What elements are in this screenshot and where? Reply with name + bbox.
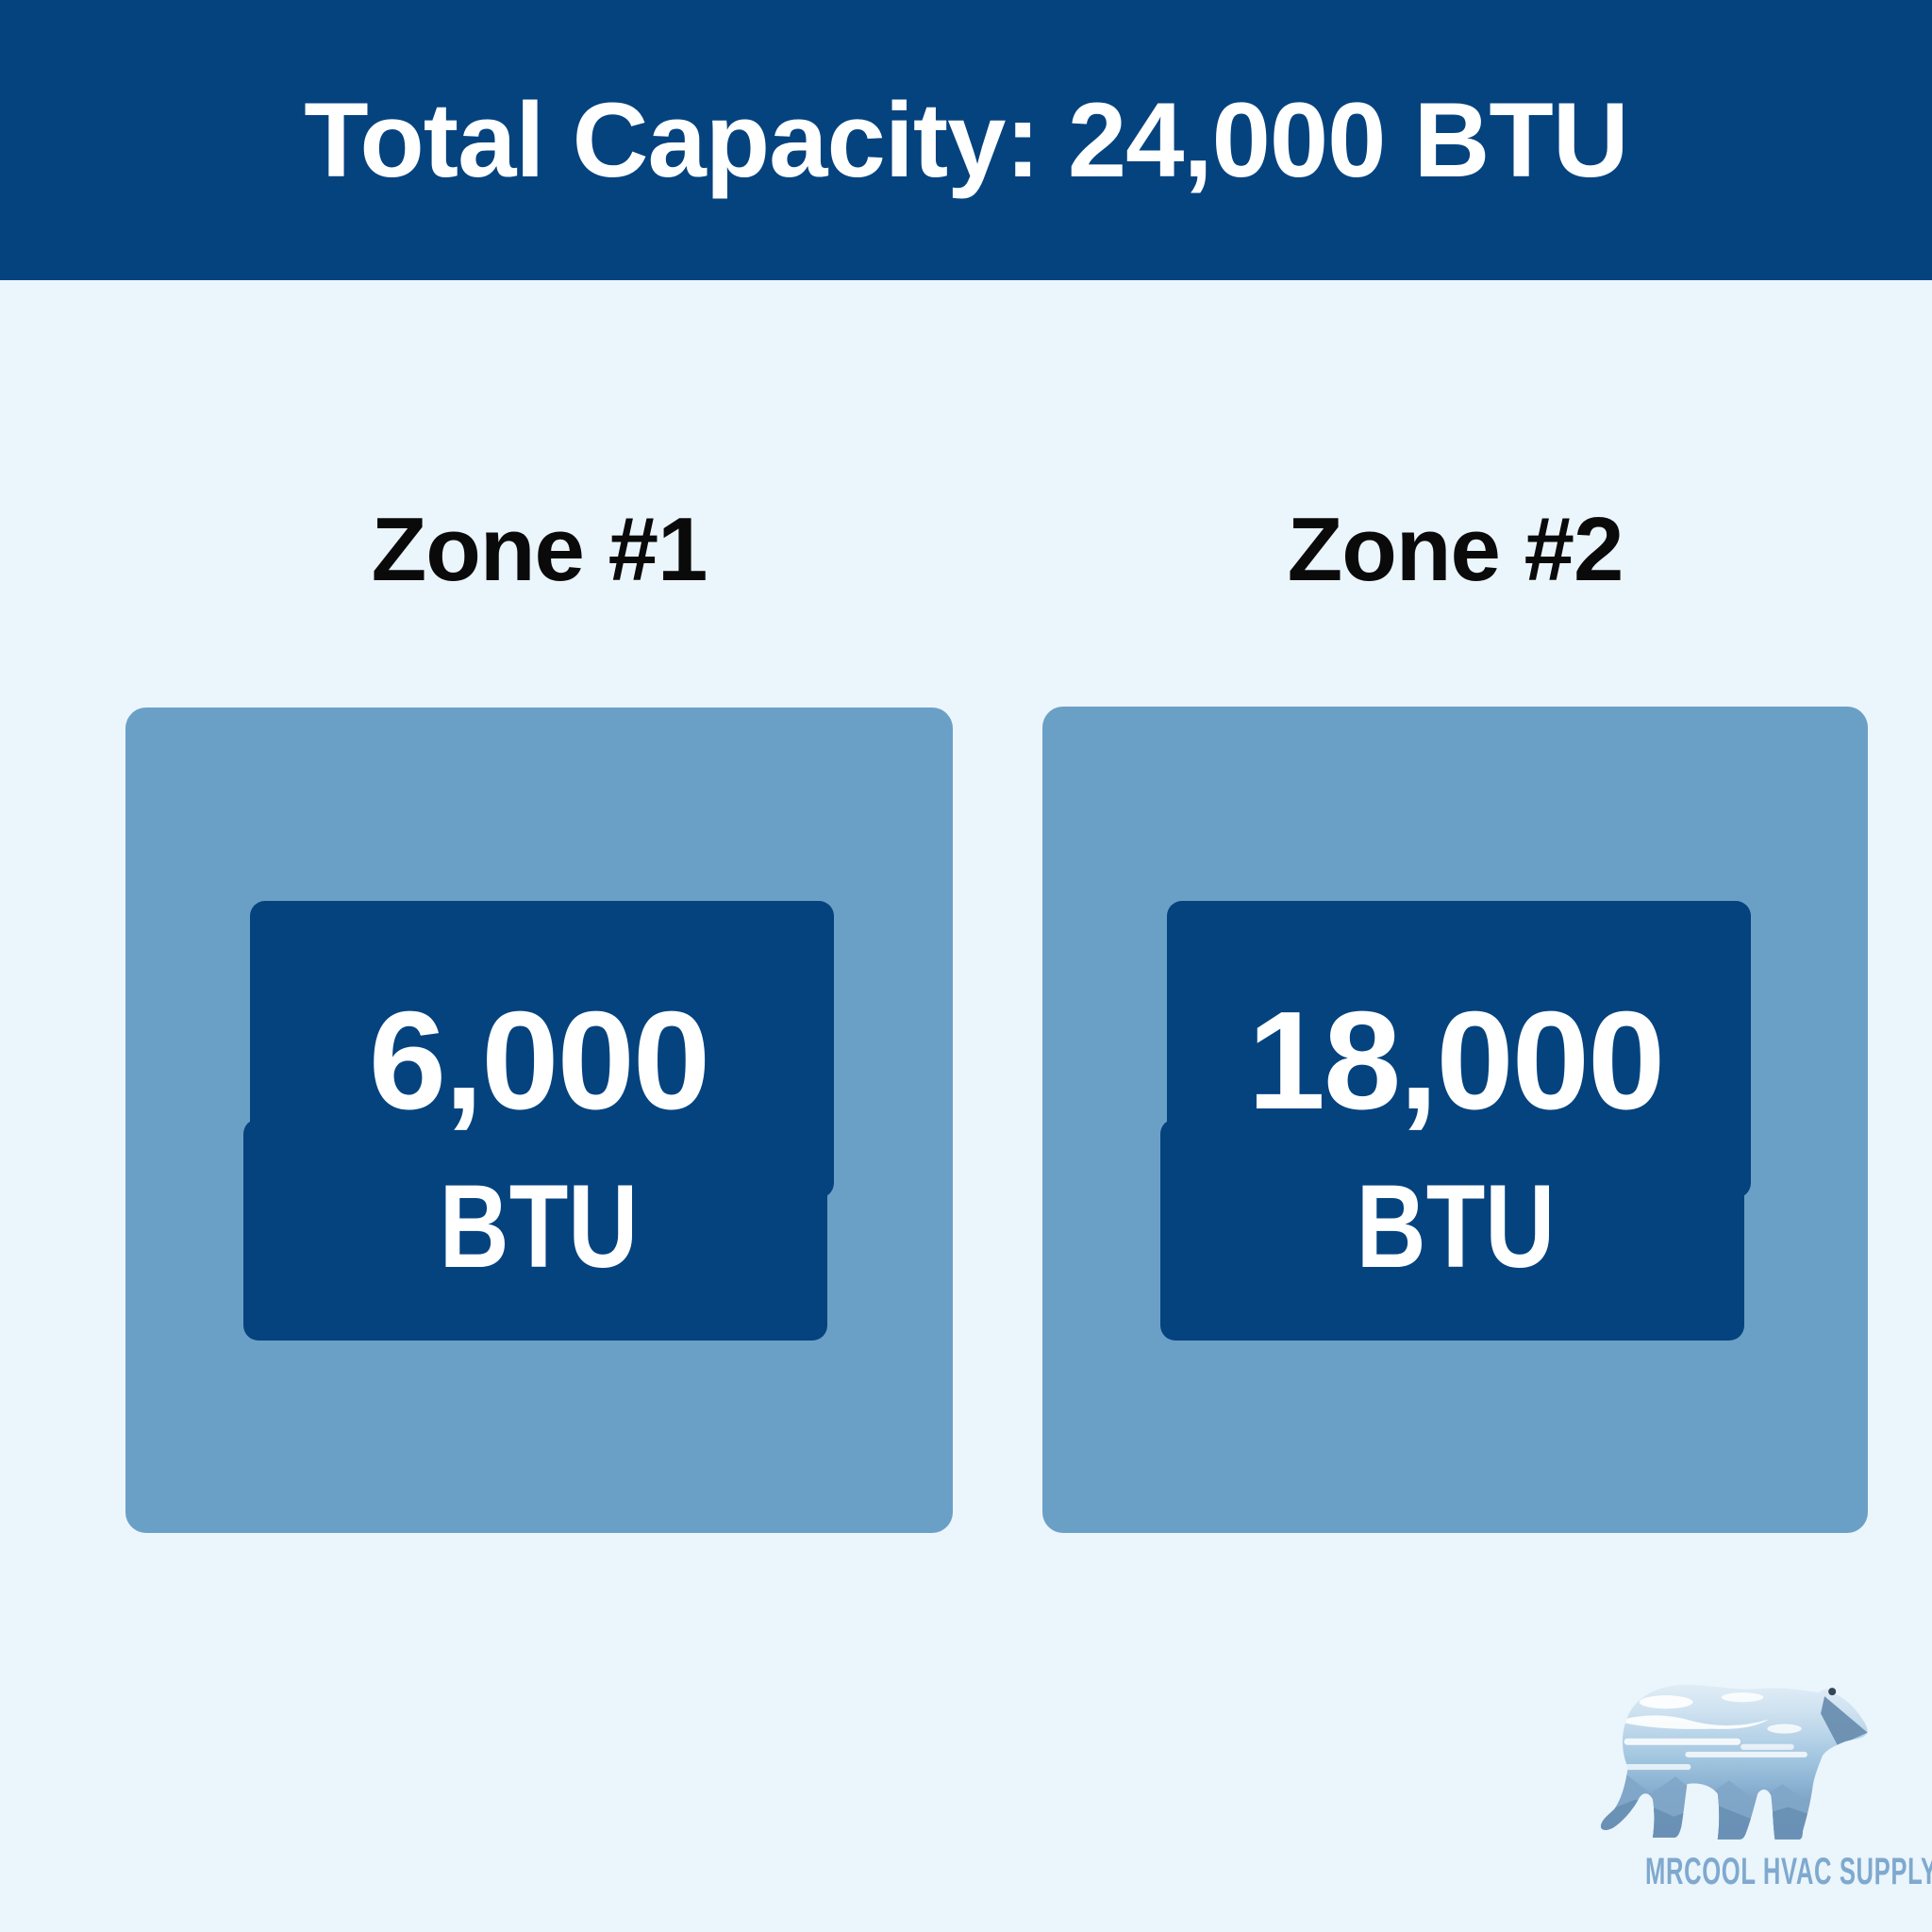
zone2-unit: BTU [1356, 1161, 1556, 1292]
zone2-value-card: 18,000 BTU [1160, 901, 1751, 1341]
zone1-unit: BTU [439, 1161, 639, 1292]
polar-bear-icon [1600, 1684, 1868, 1840]
zone1-value-card: 6,000 BTU [243, 901, 834, 1341]
total-capacity-banner: Total Capacity: 24,000 BTU [0, 0, 1932, 280]
zone2-value: 18,000 [1247, 983, 1666, 1139]
zone1-card-segment-bottom [243, 1119, 827, 1341]
zone1-heading: Zone #1 [371, 499, 708, 600]
brand-logo: MRCOOL HVAC SUPPLY [1594, 1681, 1932, 1893]
zone2-heading: Zone #2 [1287, 499, 1624, 600]
zone2-card-segment-bottom [1160, 1119, 1744, 1341]
banner-title: Total Capacity: 24,000 BTU [304, 81, 1628, 199]
zone1-value: 6,000 [368, 983, 710, 1139]
brand-name: MRCOOL HVAC SUPPLY [1645, 1851, 1932, 1892]
